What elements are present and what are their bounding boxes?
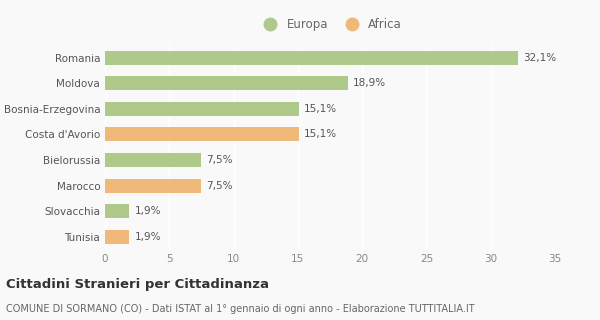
Text: Cittadini Stranieri per Cittadinanza: Cittadini Stranieri per Cittadinanza: [6, 278, 269, 292]
Text: 7,5%: 7,5%: [206, 180, 233, 191]
Text: 15,1%: 15,1%: [304, 129, 337, 140]
Bar: [105, 153, 202, 167]
Legend: Europa, Africa: Europa, Africa: [258, 18, 402, 31]
Text: 7,5%: 7,5%: [206, 155, 233, 165]
Text: 1,9%: 1,9%: [134, 232, 161, 242]
Text: 15,1%: 15,1%: [304, 104, 337, 114]
Bar: [105, 102, 299, 116]
Bar: [105, 51, 518, 65]
Bar: [105, 179, 202, 193]
Text: COMUNE DI SORMANO (CO) - Dati ISTAT al 1° gennaio di ogni anno - Elaborazione TU: COMUNE DI SORMANO (CO) - Dati ISTAT al 1…: [6, 304, 475, 314]
Text: 32,1%: 32,1%: [523, 52, 556, 63]
Text: 1,9%: 1,9%: [134, 206, 161, 216]
Bar: [105, 230, 130, 244]
Bar: [105, 127, 299, 141]
Text: 18,9%: 18,9%: [353, 78, 386, 88]
Bar: [105, 204, 130, 218]
Bar: [105, 76, 348, 90]
